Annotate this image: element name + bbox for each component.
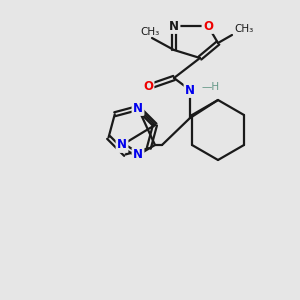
Text: CH₃: CH₃: [234, 24, 253, 34]
Text: —H: —H: [202, 82, 220, 92]
Text: CH₃: CH₃: [140, 27, 160, 37]
Text: N: N: [169, 20, 179, 32]
Text: N: N: [133, 101, 143, 115]
Text: O: O: [203, 20, 213, 32]
Text: O: O: [143, 80, 153, 94]
Text: N: N: [185, 83, 195, 97]
Text: N: N: [117, 139, 127, 152]
Text: N: N: [133, 148, 143, 161]
